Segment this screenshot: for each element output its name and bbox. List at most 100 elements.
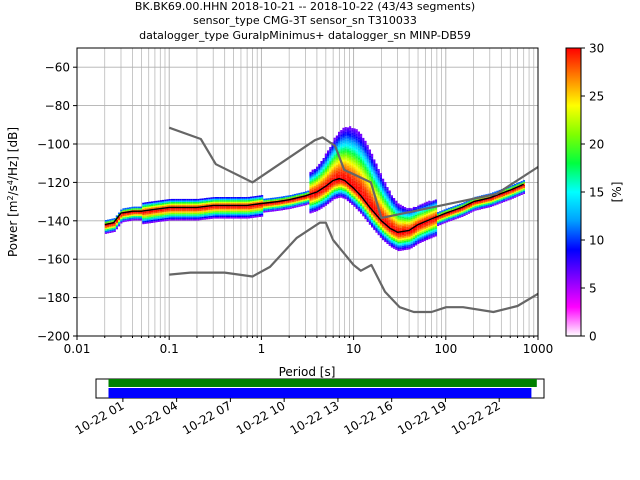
psd-cell xyxy=(360,155,363,157)
psd-cell xyxy=(309,201,312,203)
psd-cell xyxy=(430,219,433,222)
psd-cell xyxy=(410,240,413,243)
psd-cell xyxy=(250,199,253,202)
psd-cell xyxy=(318,191,321,194)
psd-cell xyxy=(382,192,385,195)
psd-cell xyxy=(379,176,382,178)
psd-cell xyxy=(278,196,281,199)
psd-cell xyxy=(256,200,259,202)
psd-cell xyxy=(375,206,378,209)
psd-cell xyxy=(131,206,134,209)
psd-cell xyxy=(225,198,228,201)
psd-cell xyxy=(375,229,378,232)
psd-cell xyxy=(404,217,407,220)
psd-cell xyxy=(487,202,490,205)
psd-cell xyxy=(230,212,233,214)
psd-cell xyxy=(258,206,261,208)
psd-cell xyxy=(388,224,391,226)
psd-cell xyxy=(384,199,387,201)
psd-cell xyxy=(375,209,378,212)
psd-cell xyxy=(384,191,387,193)
psd-cell xyxy=(388,219,391,222)
psd-cell xyxy=(184,200,187,202)
psd-cell xyxy=(159,212,162,215)
psd-cell xyxy=(142,219,145,222)
psd-cell xyxy=(346,127,349,129)
psd-cell xyxy=(386,205,389,208)
psd-cell xyxy=(355,164,358,167)
psd-cell xyxy=(316,177,319,179)
psd-cell xyxy=(349,186,352,188)
psd-cell xyxy=(388,235,391,237)
psd-cell xyxy=(516,187,519,190)
psd-cell xyxy=(166,199,169,201)
psd-cell xyxy=(256,209,259,212)
psd-cell xyxy=(393,231,396,234)
psd-cell xyxy=(406,240,409,243)
psd-cell xyxy=(401,221,404,223)
psd-cell xyxy=(386,211,389,214)
psd-cell xyxy=(478,206,481,209)
psd-cell xyxy=(197,214,200,216)
psd-cell xyxy=(342,186,345,188)
psd-cell xyxy=(395,216,398,218)
psd-cell xyxy=(485,201,488,204)
psd-cell xyxy=(166,213,169,215)
high-noise-model-line xyxy=(168,126,539,219)
psd-cell xyxy=(373,167,376,169)
psd-cell xyxy=(371,153,374,156)
psd-cell xyxy=(377,172,380,174)
psd-cell xyxy=(283,197,286,200)
psd-cell xyxy=(384,219,387,221)
psd-cell xyxy=(441,218,444,220)
psd-cell xyxy=(430,213,433,216)
psd-cell xyxy=(355,181,358,183)
psd-cell xyxy=(113,225,116,228)
psd-cell xyxy=(243,198,246,201)
psd-cell xyxy=(360,193,363,196)
psd-cell xyxy=(430,204,433,206)
psd-cell xyxy=(353,194,356,197)
psd-cell xyxy=(243,207,246,210)
psd-cell xyxy=(155,210,158,212)
psd-cell xyxy=(307,196,310,199)
psd-cell xyxy=(351,135,354,138)
psd-cell xyxy=(177,214,180,216)
psd-cell xyxy=(318,203,321,206)
psd-cell xyxy=(247,209,250,211)
psd-cell xyxy=(338,137,341,140)
psd-cell xyxy=(344,139,347,141)
psd-cell xyxy=(421,232,424,235)
psd-cell xyxy=(349,195,352,197)
psd-cell xyxy=(186,217,189,219)
psd-cell xyxy=(261,209,264,211)
psd-cell xyxy=(322,205,325,208)
psd-cell xyxy=(214,207,217,210)
psd-cell xyxy=(494,202,497,204)
psd-cell xyxy=(357,140,360,143)
psd-cell xyxy=(401,209,404,211)
psd-cell xyxy=(465,211,468,214)
psd-cell xyxy=(329,168,332,171)
psd-cell xyxy=(159,215,162,218)
psd-cell xyxy=(395,202,398,204)
psd-cell xyxy=(214,203,217,205)
psd-cell xyxy=(316,168,319,170)
psd-cell xyxy=(355,192,358,194)
psd-cell xyxy=(173,218,176,221)
psd-cell xyxy=(327,156,330,159)
psd-cell xyxy=(362,202,365,204)
psd-cell xyxy=(379,182,382,185)
psd-cell xyxy=(267,198,270,200)
psd-cell xyxy=(511,186,514,188)
psd-cell xyxy=(373,160,376,163)
psd-cell xyxy=(232,200,235,202)
psd-cell xyxy=(357,185,360,187)
psd-cell xyxy=(496,199,499,202)
psd-cell xyxy=(390,219,393,222)
psd-cell xyxy=(331,168,334,171)
psd-cell xyxy=(472,206,475,209)
psd-cell xyxy=(364,140,367,143)
psd-cell xyxy=(133,211,136,213)
psd-cell xyxy=(104,230,107,233)
